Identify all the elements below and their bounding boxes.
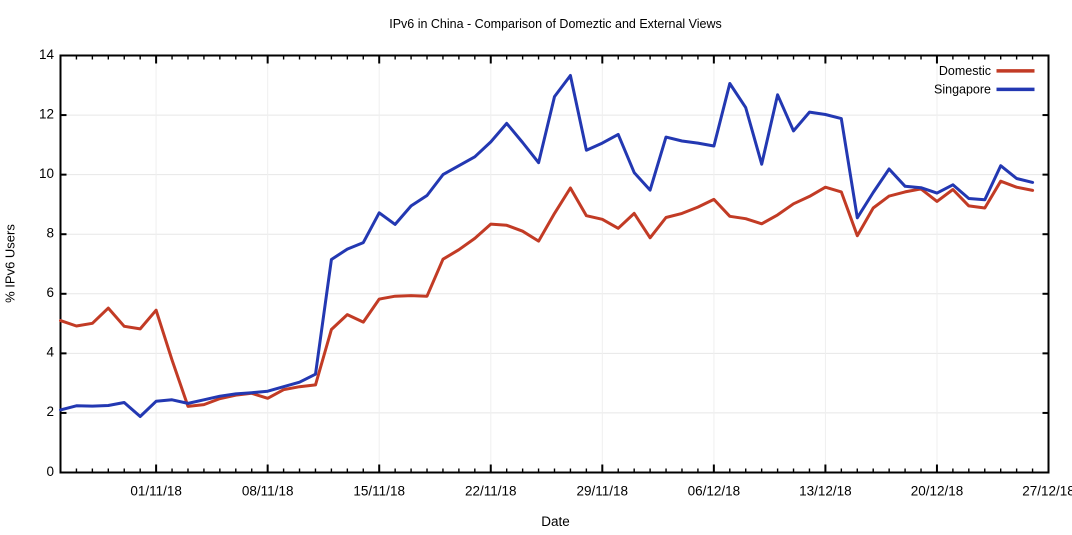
svg-text:27/12/18: 27/12/18: [1022, 484, 1072, 499]
svg-text:13/12/18: 13/12/18: [799, 484, 852, 499]
svg-text:01/11/18: 01/11/18: [130, 484, 182, 499]
svg-text:22/11/18: 22/11/18: [465, 484, 517, 499]
svg-text:14: 14: [39, 47, 55, 62]
svg-text:12: 12: [39, 106, 54, 121]
svg-text:29/11/18: 29/11/18: [577, 484, 629, 499]
svg-text:% IPv6 Users: % IPv6 Users: [3, 224, 18, 303]
svg-text:IPv6 in China - Comparison of: IPv6 in China - Comparison of Domeztic a…: [389, 17, 722, 31]
svg-text:Singapore: Singapore: [934, 83, 991, 97]
svg-text:8: 8: [46, 226, 54, 241]
svg-text:15/11/18: 15/11/18: [353, 484, 405, 499]
svg-text:0: 0: [46, 464, 54, 479]
svg-text:2: 2: [46, 404, 54, 419]
svg-text:06/12/18: 06/12/18: [688, 484, 741, 499]
svg-text:4: 4: [46, 345, 54, 360]
svg-text:08/11/18: 08/11/18: [242, 484, 294, 499]
svg-text:Date: Date: [541, 514, 570, 529]
svg-text:6: 6: [46, 285, 54, 300]
svg-text:20/12/18: 20/12/18: [911, 484, 964, 499]
svg-text:10: 10: [39, 166, 54, 181]
svg-text:Domestic: Domestic: [939, 64, 991, 78]
